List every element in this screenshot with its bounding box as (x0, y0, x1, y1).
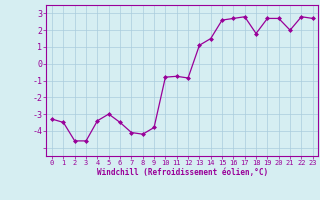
X-axis label: Windchill (Refroidissement éolien,°C): Windchill (Refroidissement éolien,°C) (97, 168, 268, 177)
